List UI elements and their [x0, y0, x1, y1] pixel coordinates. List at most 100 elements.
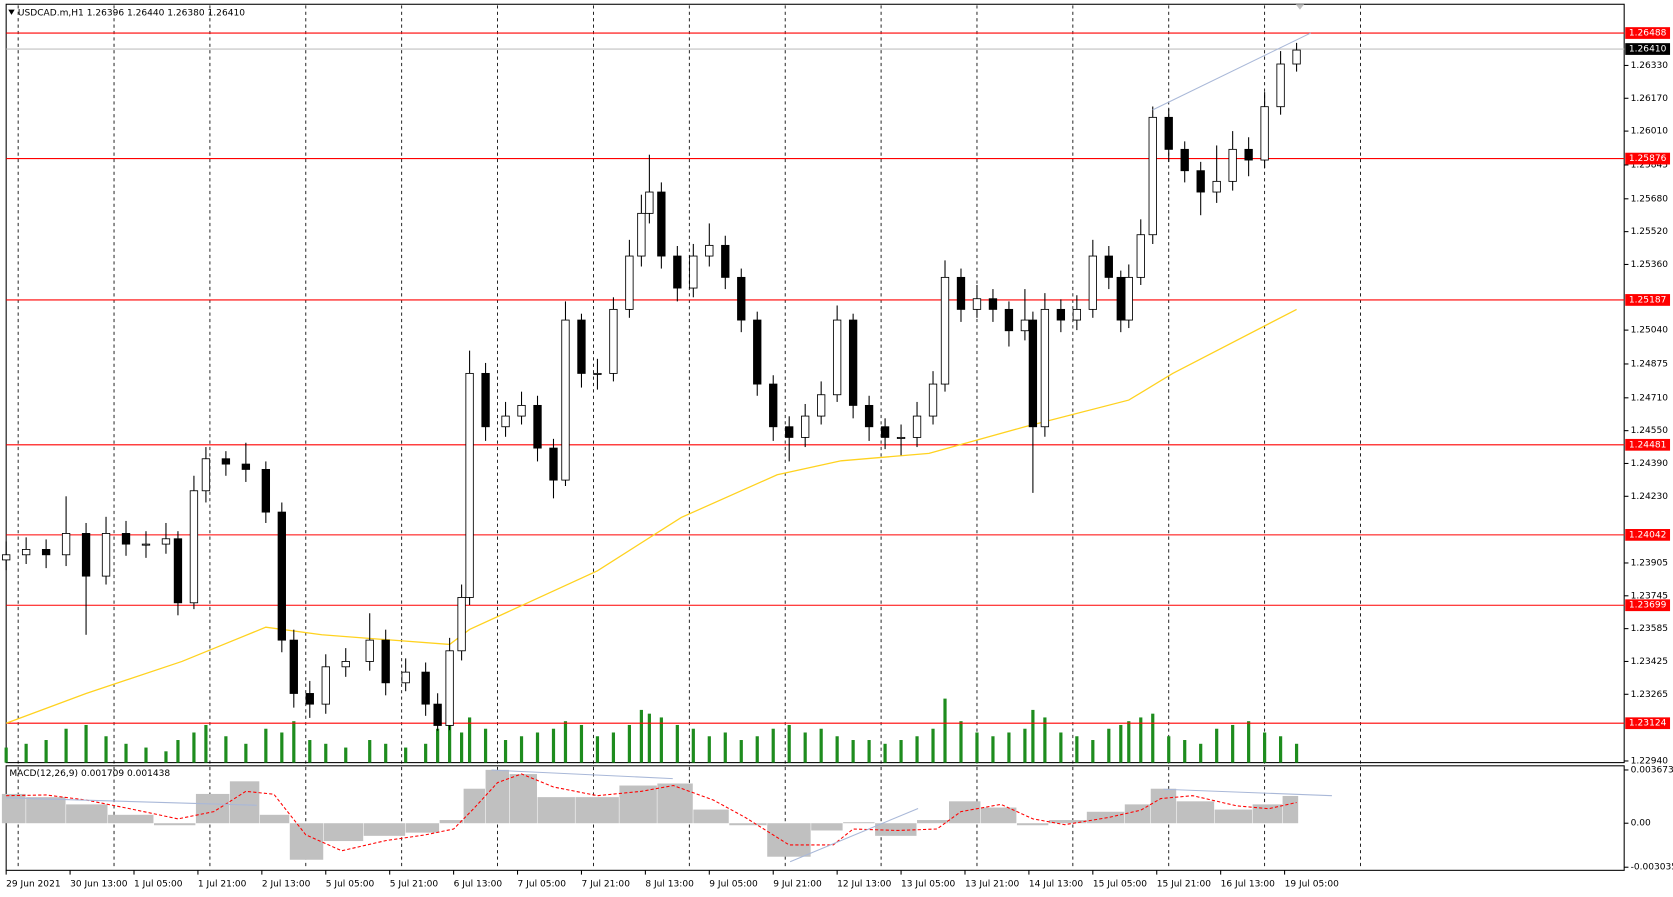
candle-body	[593, 372, 602, 375]
x-tick-label: 8 Jul 13:00	[645, 880, 694, 890]
level-label: 1.25187	[1629, 295, 1666, 305]
volume-bar	[819, 728, 823, 763]
macd-bar	[693, 809, 729, 824]
candle-body	[321, 666, 330, 705]
macd-bar	[66, 804, 108, 824]
signal-line	[6, 773, 1297, 852]
macd-bar	[1150, 788, 1177, 824]
candle-body	[161, 538, 171, 545]
volume-bar	[1059, 732, 1063, 763]
volume-bar	[943, 698, 947, 763]
candle-body	[645, 191, 654, 214]
x-tick-label: 29 Jun 2021	[6, 880, 60, 890]
plot-layer: 29 Jun 2021 30 Jun 13:00 1 Jul 05:00 1 Jul …	[1, 5, 1673, 890]
volume-bar	[460, 732, 464, 763]
volume-bar	[739, 740, 743, 763]
volume-bar	[467, 717, 472, 763]
y-tick-label: 1.24710	[1631, 393, 1669, 403]
candle-body	[261, 468, 271, 513]
candle-body	[940, 276, 950, 385]
macd-bar	[1124, 804, 1151, 824]
candle-body	[956, 276, 966, 310]
volume-bar	[1215, 728, 1219, 763]
y-tick-label: 1.23265	[1631, 690, 1668, 700]
macd-bar	[875, 823, 917, 836]
volume-bar	[424, 743, 428, 763]
candle-body	[1020, 319, 1030, 332]
volume-bar	[1119, 724, 1123, 763]
x-tick-label: 5 Jul 05:00	[326, 880, 375, 890]
volume-bar	[204, 724, 208, 763]
candle-body	[1124, 276, 1133, 321]
y-tick-label: 0.00	[1631, 819, 1651, 829]
y-tick-label: 1.24875	[1631, 359, 1668, 369]
candle-body	[848, 319, 858, 406]
macd-bar	[619, 785, 657, 824]
candle-body	[465, 372, 474, 598]
volume-bar	[64, 728, 68, 763]
macd-bar	[1176, 801, 1215, 824]
menu-arrow[interactable]	[8, 9, 15, 15]
macd-bar	[229, 781, 260, 824]
candle-body	[1148, 116, 1157, 236]
x-tick-label: 30 Jun 13:00	[70, 880, 128, 890]
trend-line	[6, 797, 257, 806]
volume-bar	[1199, 743, 1203, 763]
level-label: 1.23699	[1629, 601, 1667, 611]
candle-body	[577, 319, 586, 374]
candle-body	[1244, 148, 1253, 161]
volume-bar	[436, 728, 440, 763]
macd-bar	[729, 823, 767, 826]
candle-body	[2, 554, 11, 561]
candle-body	[1040, 308, 1050, 428]
x-tick-label: 6 Jul 13:00	[454, 880, 503, 890]
volume-bar	[448, 724, 452, 763]
macd-bar	[980, 807, 1017, 824]
candle-body	[801, 415, 810, 438]
candle-body	[753, 319, 762, 385]
candle-body	[41, 549, 51, 556]
volume-bar	[4, 747, 8, 763]
candle-body	[1196, 170, 1205, 193]
volume-bar	[1247, 721, 1251, 763]
y-tick-label: 1.26170	[1631, 94, 1669, 104]
macd-bar	[767, 823, 811, 857]
volume-bar	[503, 740, 508, 763]
level-label-box	[1625, 27, 1671, 39]
volume-bar	[691, 728, 695, 763]
volume-bar	[292, 721, 296, 763]
level-label-box	[1625, 599, 1671, 612]
candle-body	[1072, 308, 1082, 321]
y-tick-label: 1.23425	[1631, 657, 1668, 667]
volume-bar	[164, 751, 168, 763]
candle-body	[817, 394, 826, 417]
price-pane	[5, 3, 1625, 764]
volume-bar	[611, 732, 616, 763]
y-tick-label: 1.23905	[1631, 558, 1668, 568]
x-tick-label: 1 Jul 21:00	[198, 880, 247, 890]
candle-body	[365, 639, 374, 662]
macd-bar	[1016, 823, 1049, 826]
candle-body	[61, 533, 71, 556]
candle-body	[1228, 148, 1237, 182]
candle-body	[737, 276, 746, 321]
volume-bar	[867, 740, 871, 763]
x-tick-label: 13 Jul 21:00	[965, 880, 1019, 890]
candle-body	[657, 191, 666, 257]
candle-body	[1260, 106, 1269, 161]
volume-bar	[1091, 740, 1095, 763]
volume-bar	[324, 743, 328, 763]
macd-bar	[509, 774, 537, 824]
candle-body	[988, 298, 998, 310]
volume-bar	[104, 736, 108, 763]
y-tick-label: 1.22940	[1631, 756, 1669, 766]
x-tick-label: 12 Jul 13:00	[837, 880, 891, 890]
volume-bar	[308, 740, 312, 763]
volume-bar	[1043, 717, 1047, 763]
x-tick-label: 5 Jul 21:00	[390, 880, 439, 890]
macd-bar	[1048, 820, 1087, 824]
y-tick-label: 1.23745	[1631, 591, 1668, 601]
macd-bar	[917, 820, 949, 824]
level-label: 1.24042	[1629, 530, 1666, 540]
